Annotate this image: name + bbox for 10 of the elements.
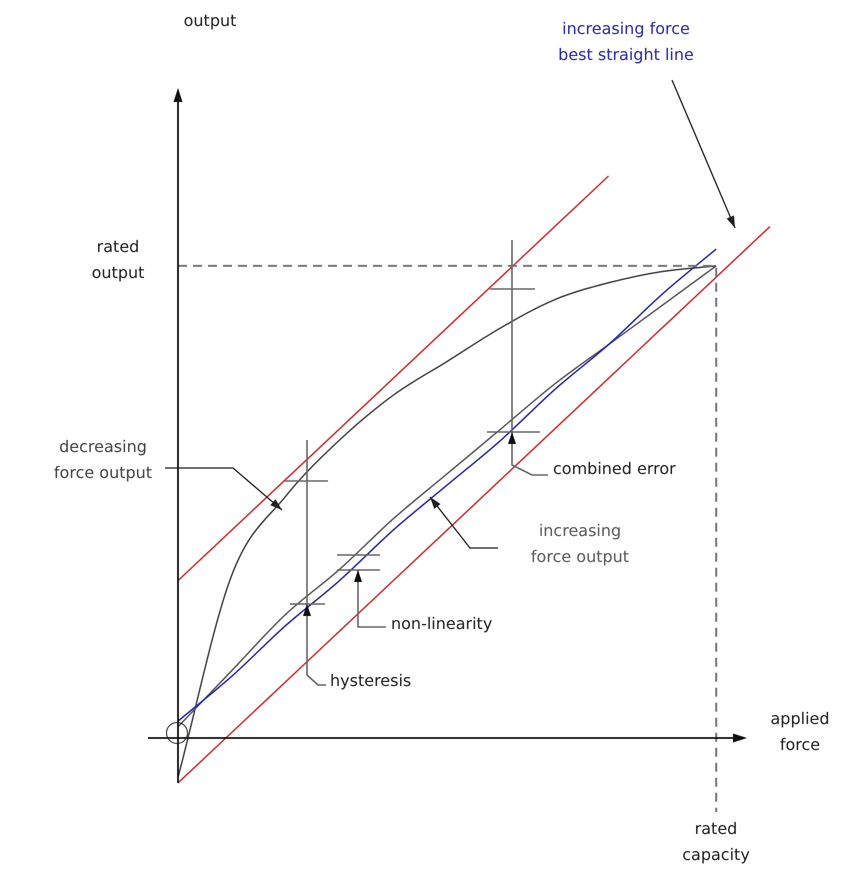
text: decreasing force output <box>54 437 152 482</box>
text: increasing force best straight line <box>558 19 694 64</box>
annotation: hysteresis <box>330 671 412 690</box>
annotation: combined error <box>553 459 676 478</box>
text: increasing force output <box>530 521 630 566</box>
text: rated capacity <box>682 819 750 864</box>
ref-line-label: rated output <box>92 237 144 282</box>
x-axis-title: applied force <box>770 709 830 754</box>
text: output <box>184 11 236 30</box>
annotation: non-linearity <box>391 614 492 634</box>
